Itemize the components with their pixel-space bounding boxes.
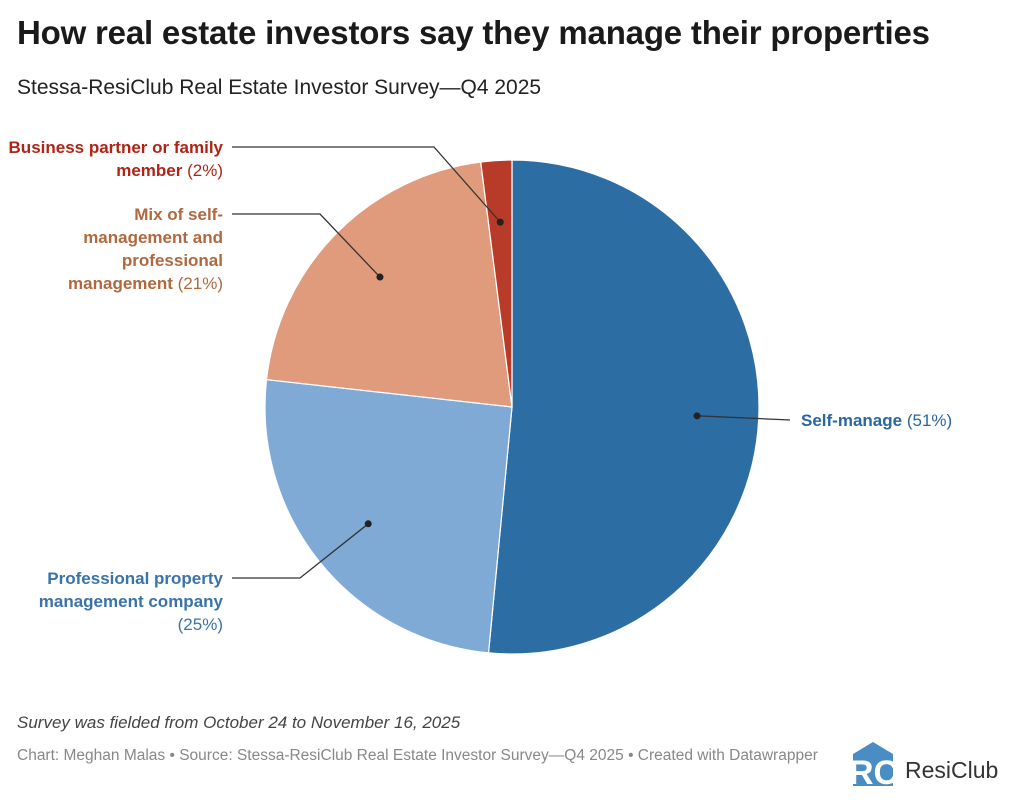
- leader-line-0: [697, 415, 791, 421]
- slice-name: Business partner or family member: [8, 138, 223, 180]
- logo-text: ResiClub: [905, 757, 999, 783]
- survey-note: Survey was fielded from October 24 to No…: [17, 713, 461, 732]
- leader-dot-2: [376, 273, 384, 281]
- pie-slice-3: [480, 159, 513, 408]
- slice-pct: (2%): [187, 161, 223, 180]
- pie-slice-1: [264, 378, 513, 654]
- slice-pct: (25%): [177, 615, 223, 634]
- pie-slice-0: [487, 159, 760, 655]
- slice-pct: (51%): [906, 411, 953, 430]
- leader-dot-3: [496, 218, 504, 226]
- svg-text:RC: RC: [849, 754, 898, 786]
- label-mix: Mix of self-management and professional …: [33, 203, 223, 295]
- slice-name: Mix of self-management and professional …: [68, 205, 223, 293]
- label-business-partner: Business partner or family member (2%): [0, 136, 223, 182]
- pie-slice-2: [265, 161, 513, 408]
- label-self-manage: Self-manage (51%): [801, 409, 952, 432]
- leader-dot-0: [693, 412, 701, 420]
- slice-pct: (21%): [177, 274, 223, 293]
- chart-title: How real estate investors say they manag…: [17, 14, 930, 51]
- leader-dot-1: [364, 520, 372, 528]
- leader-line-2: [232, 213, 381, 278]
- source-line: Chart: Meghan Malas • Source: Stessa-Res…: [17, 747, 818, 764]
- chart-subtitle: Stessa-ResiClub Real Estate Investor Sur…: [17, 76, 542, 99]
- leader-line-3: [232, 146, 501, 223]
- resiclub-logo-icon: RC: [849, 742, 898, 786]
- slice-name: Self-manage: [801, 411, 903, 430]
- slice-name: Professional property management company: [38, 569, 223, 611]
- leader-line-1: [232, 523, 369, 579]
- label-professional: Professional property management company…: [23, 567, 223, 636]
